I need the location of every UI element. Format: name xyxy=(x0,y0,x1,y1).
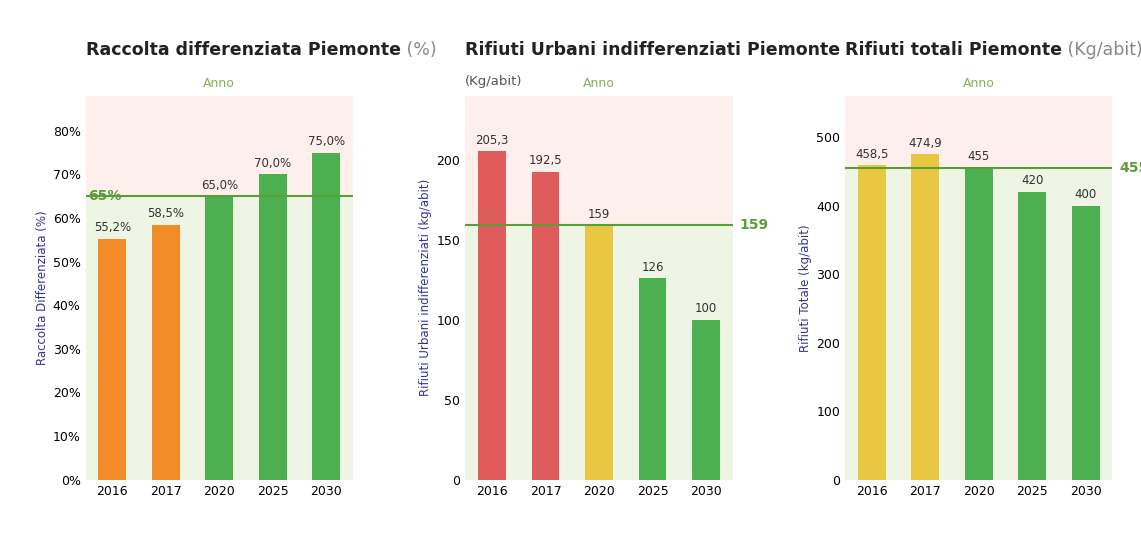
Text: 100: 100 xyxy=(695,302,718,315)
Text: 65%: 65% xyxy=(88,189,122,203)
Bar xyxy=(86,196,353,480)
Y-axis label: Raccolta Differenziata (%): Raccolta Differenziata (%) xyxy=(35,211,49,365)
Bar xyxy=(845,168,1112,480)
Text: 205,3: 205,3 xyxy=(476,134,509,147)
Text: (%): (%) xyxy=(400,41,436,59)
Bar xyxy=(858,165,885,480)
Bar xyxy=(259,174,286,480)
Bar xyxy=(1071,206,1100,480)
Text: 192,5: 192,5 xyxy=(528,154,563,167)
Bar xyxy=(1019,192,1046,480)
Text: 458,5: 458,5 xyxy=(855,148,889,161)
Bar xyxy=(532,172,559,480)
Text: 126: 126 xyxy=(641,261,664,273)
Bar xyxy=(205,196,233,480)
Text: Raccolta differenziata Piemonte: Raccolta differenziata Piemonte xyxy=(86,41,400,59)
Text: 455: 455 xyxy=(1119,161,1141,175)
Y-axis label: Rifiuti Urbani indifferenziati (kg/abit): Rifiuti Urbani indifferenziati (kg/abit) xyxy=(420,179,432,397)
Bar xyxy=(965,168,993,480)
Text: 420: 420 xyxy=(1021,174,1043,187)
Y-axis label: Rifiuti Totale (kg/abit): Rifiuti Totale (kg/abit) xyxy=(799,224,812,352)
Text: 159: 159 xyxy=(588,208,610,221)
Bar xyxy=(98,239,127,480)
Bar xyxy=(693,320,720,480)
Text: Anno: Anno xyxy=(583,77,615,90)
Text: Rifiuti Urbani indifferenziati Piemonte: Rifiuti Urbani indifferenziati Piemonte xyxy=(466,41,841,59)
Text: 400: 400 xyxy=(1075,188,1097,201)
Text: 55,2%: 55,2% xyxy=(94,221,131,235)
Text: (Kg/abit): (Kg/abit) xyxy=(1062,41,1141,59)
Text: Rifiuti totali Piemonte: Rifiuti totali Piemonte xyxy=(845,41,1062,59)
Bar xyxy=(585,225,613,480)
Bar xyxy=(912,154,939,480)
Text: (Kg/abit): (Kg/abit) xyxy=(466,75,523,88)
Text: Anno: Anno xyxy=(203,77,235,90)
Text: 58,5%: 58,5% xyxy=(147,207,185,220)
Text: 65,0%: 65,0% xyxy=(201,179,237,192)
Bar xyxy=(478,151,505,480)
Text: 75,0%: 75,0% xyxy=(308,135,345,148)
Text: 474,9: 474,9 xyxy=(908,136,942,150)
Text: 455: 455 xyxy=(968,150,990,163)
Text: 159: 159 xyxy=(739,219,768,232)
Text: Anno: Anno xyxy=(963,77,995,90)
Text: 70,0%: 70,0% xyxy=(254,157,291,170)
Bar xyxy=(466,225,733,480)
Bar xyxy=(639,278,666,480)
Bar xyxy=(313,152,340,480)
Bar xyxy=(152,224,180,480)
